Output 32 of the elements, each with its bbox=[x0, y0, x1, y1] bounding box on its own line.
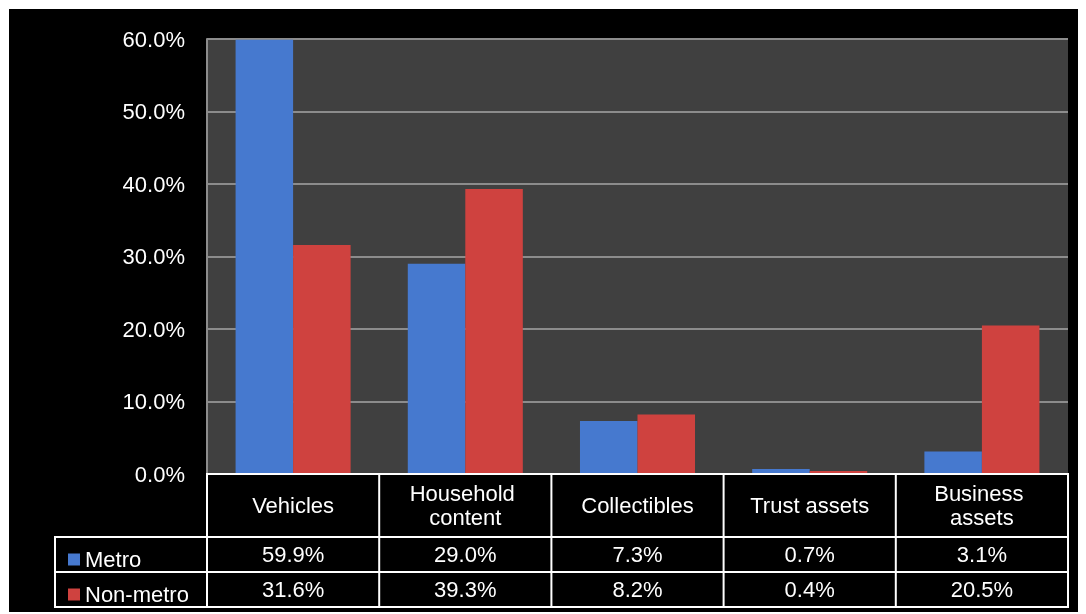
bar bbox=[579, 421, 638, 474]
bar bbox=[465, 189, 523, 474]
x-tick-label: Vehicles bbox=[252, 493, 335, 518]
y-tick-label: 60.0% bbox=[122, 26, 185, 52]
legend-label: Non-metro bbox=[85, 582, 189, 607]
x-tick-label: Trust assets bbox=[750, 493, 870, 518]
bar bbox=[981, 325, 1040, 474]
legend-label: Metro bbox=[85, 547, 142, 572]
data-label: 31.6% bbox=[261, 577, 325, 602]
x-tick-label: Household content bbox=[409, 481, 521, 530]
bar bbox=[293, 244, 351, 474]
bar bbox=[407, 263, 466, 474]
data-label: 8.2% bbox=[612, 577, 663, 602]
bar bbox=[637, 414, 696, 474]
y-tick-label: 30.0% bbox=[122, 244, 185, 269]
data-label: 0.4% bbox=[784, 577, 835, 602]
y-tick-label: 10.0% bbox=[122, 389, 185, 414]
y-tick-label: 40.0% bbox=[122, 171, 185, 197]
bar bbox=[235, 39, 294, 474]
y-tick-label: 0.0% bbox=[134, 461, 185, 487]
data-label: 59.9% bbox=[261, 542, 325, 567]
data-label: 20.5% bbox=[950, 577, 1014, 602]
y-tick-label: 50.0% bbox=[122, 99, 185, 124]
data-label: 39.3% bbox=[434, 577, 497, 602]
y-tick-label: 20.0% bbox=[122, 316, 185, 342]
data-label: 3.1% bbox=[956, 542, 1007, 567]
data-label: 29.0% bbox=[434, 542, 497, 567]
data-label: 0.7% bbox=[784, 542, 835, 567]
x-tick-label: Business assets bbox=[934, 481, 1030, 530]
x-tick-label: Collectibles bbox=[581, 493, 694, 518]
bar bbox=[924, 451, 982, 474]
data-label: 7.3% bbox=[612, 542, 663, 567]
